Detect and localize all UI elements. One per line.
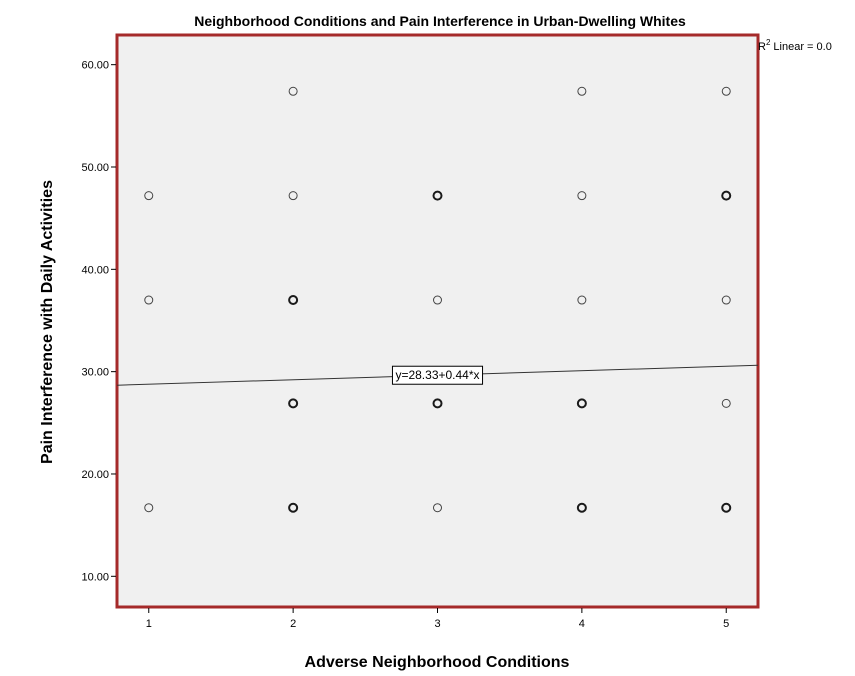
data-point [721, 295, 731, 305]
y-tick-label: 30.00 [81, 367, 109, 379]
y-axis: 10.00 20.00 30.00 40.00 50.00 60.00 [81, 60, 116, 583]
y-axis-label: Pain Interference with Daily Activities [39, 180, 56, 464]
data-point [721, 190, 732, 201]
chart-title: Neighborhood Conditions and Pain Interfe… [194, 13, 686, 29]
data-points [144, 86, 732, 513]
r2-value: Linear = 0.0 [773, 41, 831, 53]
y-tick-label: 50.00 [81, 162, 109, 174]
data-point [576, 398, 587, 409]
data-point [144, 503, 154, 513]
data-point [432, 398, 443, 409]
data-point [577, 191, 587, 201]
data-point [144, 295, 154, 305]
data-point [432, 190, 443, 201]
data-point [721, 398, 731, 408]
r2-symbol: R [758, 41, 766, 53]
y-tick-label: 20.00 [81, 469, 109, 481]
x-tick-label: 4 [579, 618, 585, 630]
data-point [433, 503, 442, 513]
data-point [288, 398, 299, 409]
regression-equation-frame [391, 365, 484, 385]
y-tick-label: 10.00 [81, 571, 109, 583]
y-tick-label: 40.00 [81, 264, 109, 276]
x-axis: 1 2 3 4 5 [146, 608, 729, 630]
regression-equation-box: y=28.33+0.44*x [391, 365, 484, 385]
data-point [288, 191, 298, 201]
r2-superscript: 2 [766, 38, 771, 47]
data-point [576, 502, 587, 513]
x-tick-label: 5 [723, 618, 729, 630]
data-point [288, 86, 298, 96]
plot-area [115, 33, 760, 609]
x-tick-label: 1 [146, 618, 152, 630]
data-point [721, 502, 732, 513]
data-point [144, 191, 154, 201]
data-point [288, 502, 299, 513]
data-point [288, 295, 299, 306]
r2-label: R2 Linear = 0.0 [758, 38, 832, 53]
data-point [577, 86, 587, 96]
x-tick-label: 2 [290, 618, 296, 630]
data-point [577, 295, 587, 305]
regression-equation: y=28.33+0.44*x [395, 368, 479, 382]
x-axis-label: Adverse Neighborhood Conditions [305, 654, 570, 671]
x-tick-label: 3 [434, 618, 440, 630]
data-point [721, 86, 731, 96]
data-point [433, 295, 442, 305]
y-tick-label: 60.00 [81, 60, 109, 72]
